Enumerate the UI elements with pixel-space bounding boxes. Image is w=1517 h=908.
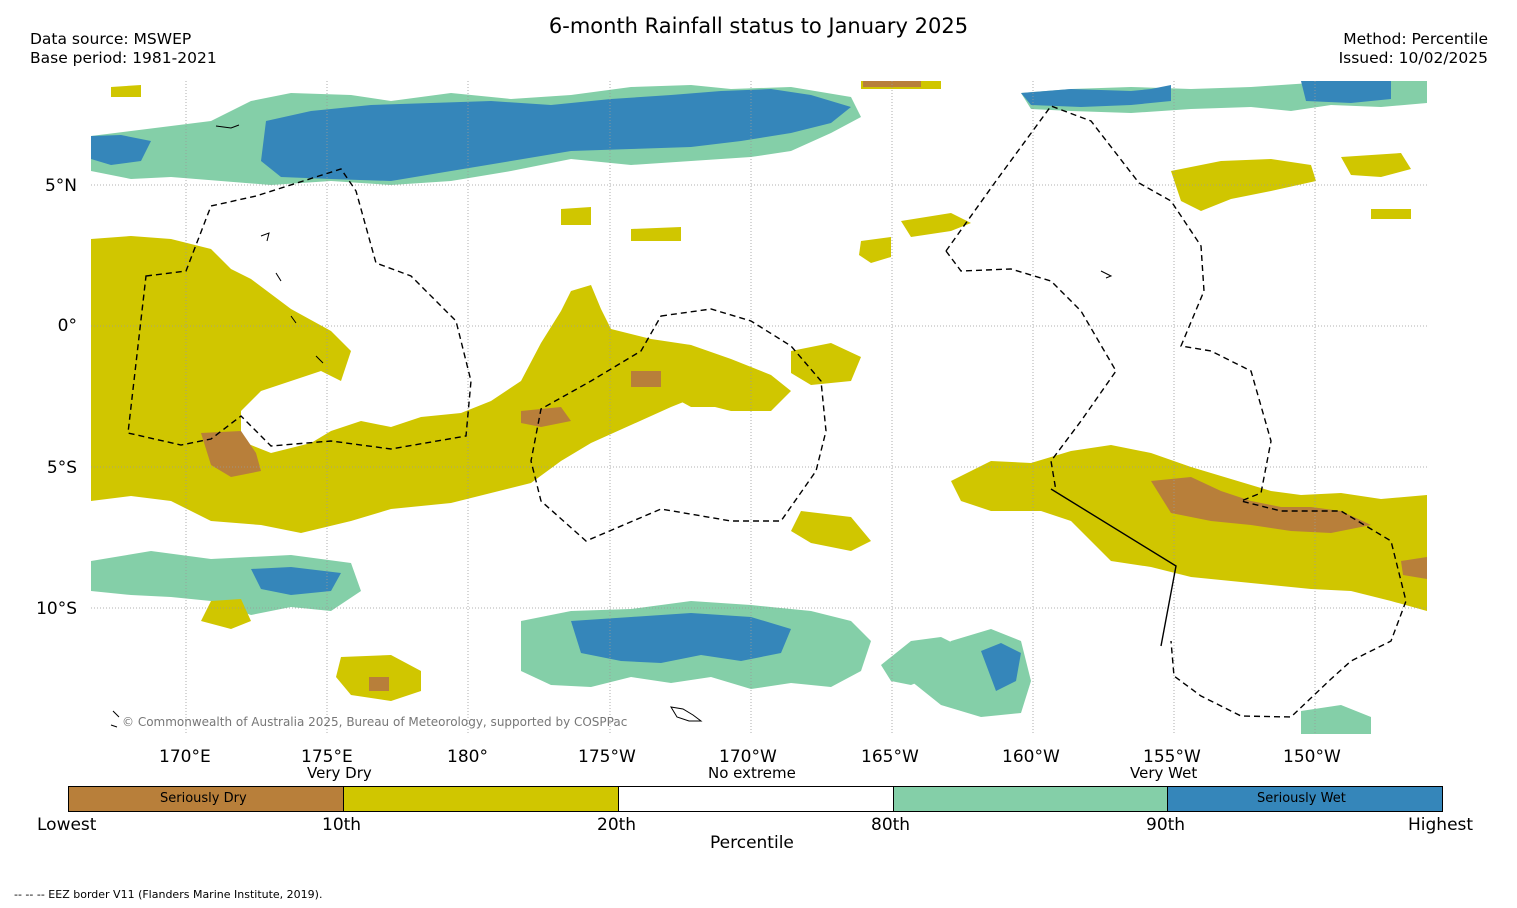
seriously-dry-areas (201, 81, 1427, 691)
islands (110, 124, 1113, 728)
lon-label-170e: 170°E (159, 747, 211, 767)
lon-label-175e: 175°E (301, 747, 353, 767)
eez-borders (127, 105, 1407, 718)
colorbar-very-wet (893, 786, 1169, 812)
colorbar-label-very-wet: Very Wet (1130, 764, 1198, 782)
colorbar-tick-80th: 80th (871, 815, 911, 835)
rainfall-map (91, 81, 1427, 734)
colorbar-label-no-extreme: No extreme (708, 764, 796, 782)
copyright-notice: © Commonwealth of Australia 2025, Bureau… (122, 715, 628, 729)
lon-label-160w: 160°W (1002, 747, 1060, 767)
colorbar-no-extreme (618, 786, 894, 812)
colorbar-seriously-wet (1167, 786, 1443, 812)
method: Method: Percentile (1343, 30, 1488, 48)
colorbar-tick-90th: 90th (1146, 815, 1186, 835)
issued-date: Issued: 10/02/2025 (1338, 49, 1488, 67)
base-period: Base period: 1981-2021 (30, 49, 217, 67)
colorbar-very-dry (343, 786, 619, 812)
map-title: 6-month Rainfall status to January 2025 (548, 14, 969, 38)
colorbar-tick-lowest: Lowest (37, 815, 97, 835)
boundary-line (1050, 488, 1177, 647)
colorbar-axis-title: Percentile (710, 833, 794, 853)
eez-footnote: -- -- -- EEZ border V11 (Flanders Marine… (14, 888, 323, 901)
colorbar-seriously-dry (68, 786, 344, 812)
gridlines (91, 81, 1427, 734)
colorbar-label-very-dry: Very Dry (307, 764, 372, 782)
lon-label-165w: 165°W (861, 747, 919, 767)
lat-label-5s: 5°S (46, 458, 77, 478)
lat-label-0: 0° (57, 316, 77, 336)
lon-label-155w: 155°W (1143, 747, 1201, 767)
lon-label-180: 180° (447, 747, 488, 767)
colorbar-text-seriously-wet: Seriously Wet (1257, 791, 1346, 806)
colorbar-tick-10th: 10th (322, 815, 362, 835)
very-wet-areas (91, 81, 1391, 691)
colorbar-text-seriously-dry: Seriously Dry (160, 791, 247, 806)
lat-label-10s: 10°S (36, 599, 77, 619)
data-source: Data source: MSWEP (30, 30, 192, 48)
lon-label-175w: 175°W (578, 747, 636, 767)
colorbar-tick-highest: Highest (1408, 815, 1474, 835)
lat-label-5n: 5°N (44, 176, 77, 196)
lon-label-170w: 170°W (719, 747, 777, 767)
colorbar-tick-20th: 20th (597, 815, 637, 835)
lon-label-150w: 150°W (1283, 747, 1341, 767)
